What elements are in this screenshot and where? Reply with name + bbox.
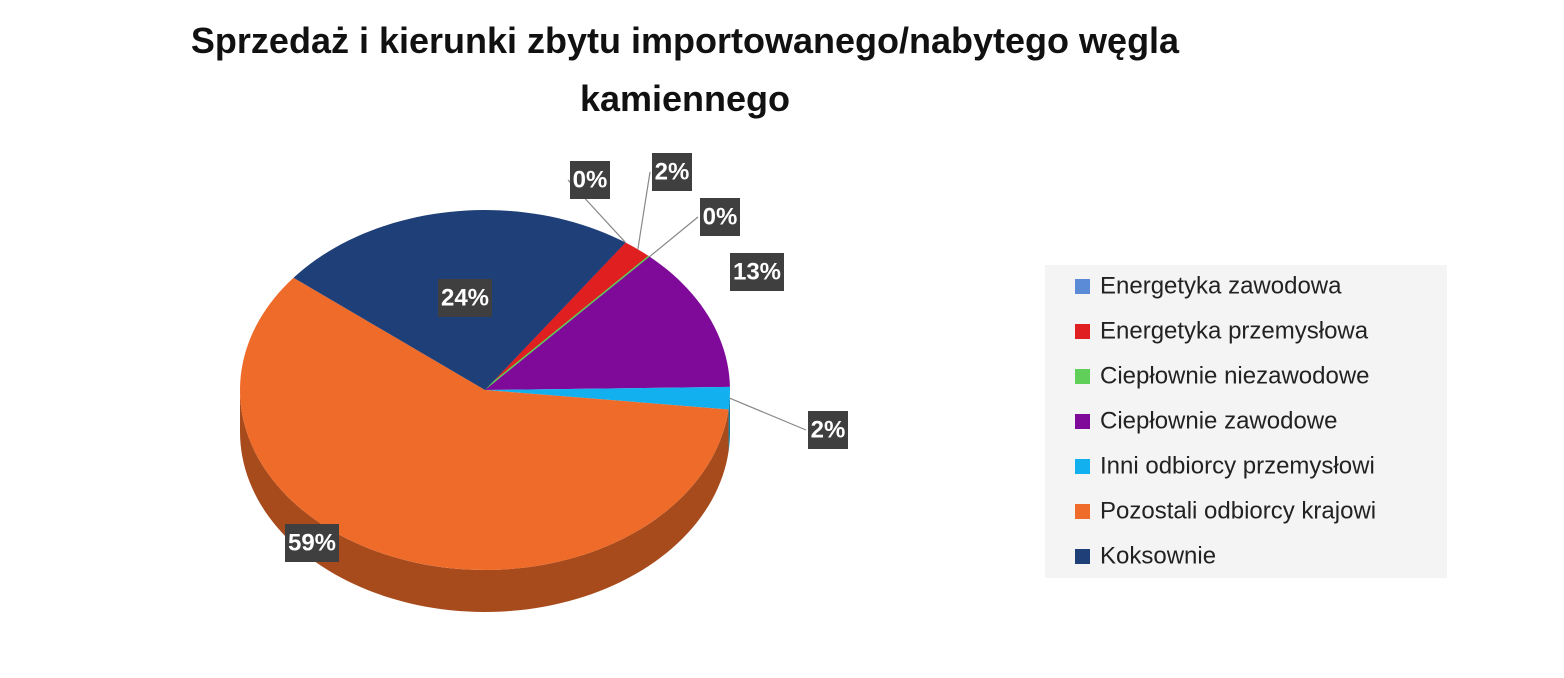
legend-swatch — [1075, 504, 1090, 519]
data-label: 24% — [441, 284, 489, 311]
label-box — [570, 161, 610, 199]
data-label: 0% — [573, 166, 608, 193]
data-label: 13% — [733, 258, 781, 285]
legend-swatch — [1075, 369, 1090, 384]
data-label: 2% — [811, 416, 846, 443]
label-box — [808, 411, 848, 449]
slice-side — [240, 390, 729, 612]
legend-box — [1045, 265, 1447, 578]
data-label: 2% — [655, 158, 690, 185]
chart-title: Sprzedaż i kierunki zbytu importowanego/… — [190, 20, 1180, 119]
legend-swatch — [1075, 549, 1090, 564]
legend-label: Koksownie — [1100, 542, 1216, 569]
legend-label: Pozostali odbiorcy krajowi — [1100, 497, 1376, 524]
legend-swatch — [1075, 414, 1090, 429]
leader-line — [649, 216, 699, 258]
leader-line — [729, 397, 807, 431]
legend-label: Inni odbiorcy przemysłowi — [1100, 452, 1375, 479]
label-box — [700, 198, 740, 236]
slice — [485, 386, 730, 410]
data-label: 0% — [703, 203, 738, 230]
legend-swatch — [1075, 279, 1090, 294]
legend-label: Ciepłownie niezawodowe — [1100, 362, 1370, 389]
legend: Energetyka zawodowa Energetyka przemysłow… — [1045, 265, 1447, 578]
legend-swatch — [1075, 459, 1090, 474]
slice-side — [728, 390, 730, 452]
leader-line — [637, 171, 651, 250]
legend-label: Ciepłownie zawodowe — [1100, 407, 1337, 434]
data-label: 59% — [288, 529, 336, 556]
legend-label: Energetyka zawodowa — [1100, 272, 1342, 299]
label-box — [652, 153, 692, 191]
legend-swatch — [1075, 324, 1090, 339]
label-box — [730, 253, 784, 291]
label-box — [285, 524, 339, 562]
slice — [240, 277, 729, 570]
label-box — [438, 279, 492, 317]
slice — [485, 242, 650, 390]
slice — [485, 256, 730, 390]
legend-label: Energetyka przemysłowa — [1100, 317, 1369, 344]
